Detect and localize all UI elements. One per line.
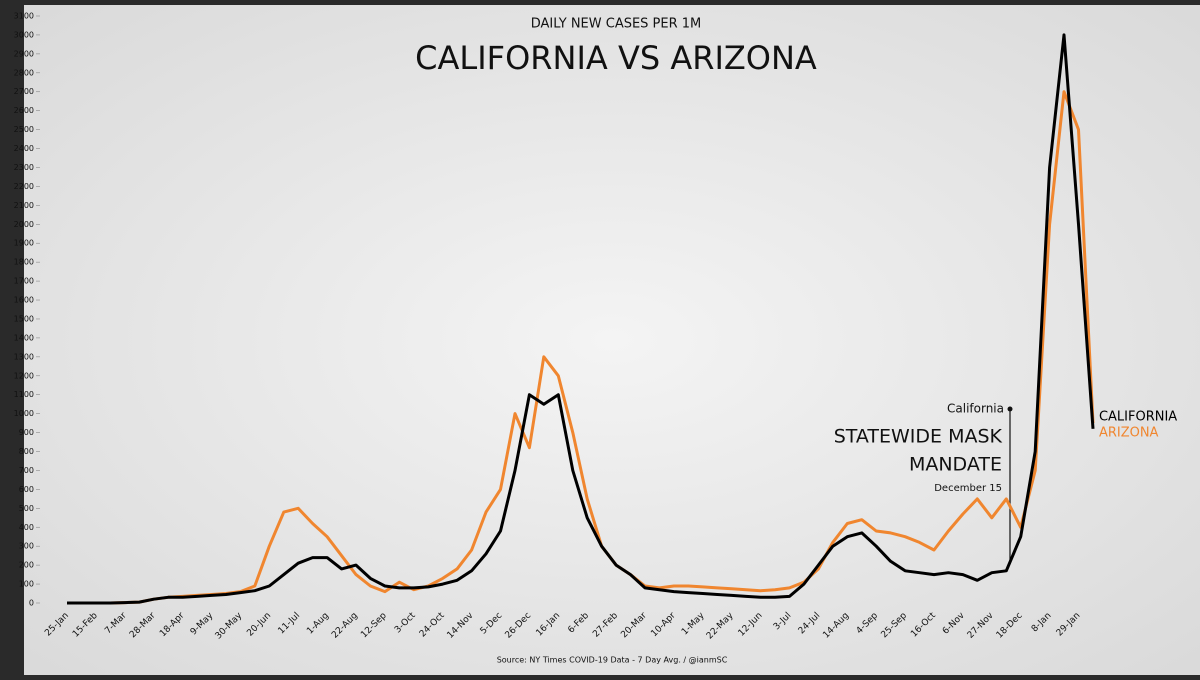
- y-tick-label: 2000: [14, 220, 34, 229]
- y-tick-label: 1500: [14, 314, 34, 323]
- y-tick-label: 3000: [14, 30, 34, 39]
- y-tick-label: 2400: [14, 144, 34, 153]
- y-tick-label: 1000: [14, 409, 34, 418]
- y-tick-label: 300: [19, 542, 34, 551]
- source: Source: NY Times COVID-19 Data - 7 Day A…: [497, 656, 728, 665]
- y-tick-label: 2500: [14, 125, 34, 134]
- y-tick-label: 2700: [14, 87, 34, 96]
- y-tick-label: 2600: [14, 106, 34, 115]
- y-tick-label: 1900: [14, 239, 34, 248]
- mandate-dot: [1007, 406, 1013, 412]
- legend-label: CALIFORNIA: [1099, 410, 1177, 425]
- y-tick-label: 1700: [14, 277, 34, 286]
- y-tick-label: 600: [19, 485, 34, 494]
- chart-title: CALIFORNIA VS ARIZONA: [415, 39, 817, 77]
- series-line: [67, 33, 1095, 605]
- y-tick-label: 900: [19, 428, 34, 437]
- annotation: STATEWIDE MASK: [834, 426, 1003, 448]
- y-tick-label: 2800: [14, 68, 34, 77]
- y-tick-label: 1300: [14, 352, 34, 361]
- annotation: December 15: [934, 483, 1002, 494]
- y-tick-label: 1100: [14, 390, 34, 399]
- chart-subtitle: DAILY NEW CASES PER 1M: [531, 17, 702, 32]
- y-tick-label: 2900: [14, 49, 34, 58]
- y-tick-label: 200: [19, 561, 34, 570]
- y-tick-label: 500: [19, 504, 34, 513]
- y-tick-label: 1800: [14, 258, 34, 267]
- y-tick-label: 2200: [14, 182, 34, 191]
- y-tick-label: 1200: [14, 371, 34, 380]
- y-tick-label: 0: [29, 599, 34, 608]
- annotation: MANDATE: [909, 454, 1002, 476]
- y-tick-label: 3100: [14, 12, 34, 21]
- y-tick-label: 2300: [14, 163, 34, 172]
- y-tick-label: 800: [19, 447, 34, 456]
- legend-label: ARIZONA: [1099, 426, 1159, 441]
- y-tick-label: 2100: [14, 201, 34, 210]
- annotation: California: [947, 402, 1004, 416]
- y-tick-label: 1400: [14, 333, 34, 342]
- y-tick-label: 700: [19, 466, 34, 475]
- panel: [24, 5, 1200, 675]
- y-tick-label: 100: [19, 580, 34, 589]
- y-tick-label: 1600: [14, 296, 34, 305]
- y-tick-label: 400: [19, 523, 34, 532]
